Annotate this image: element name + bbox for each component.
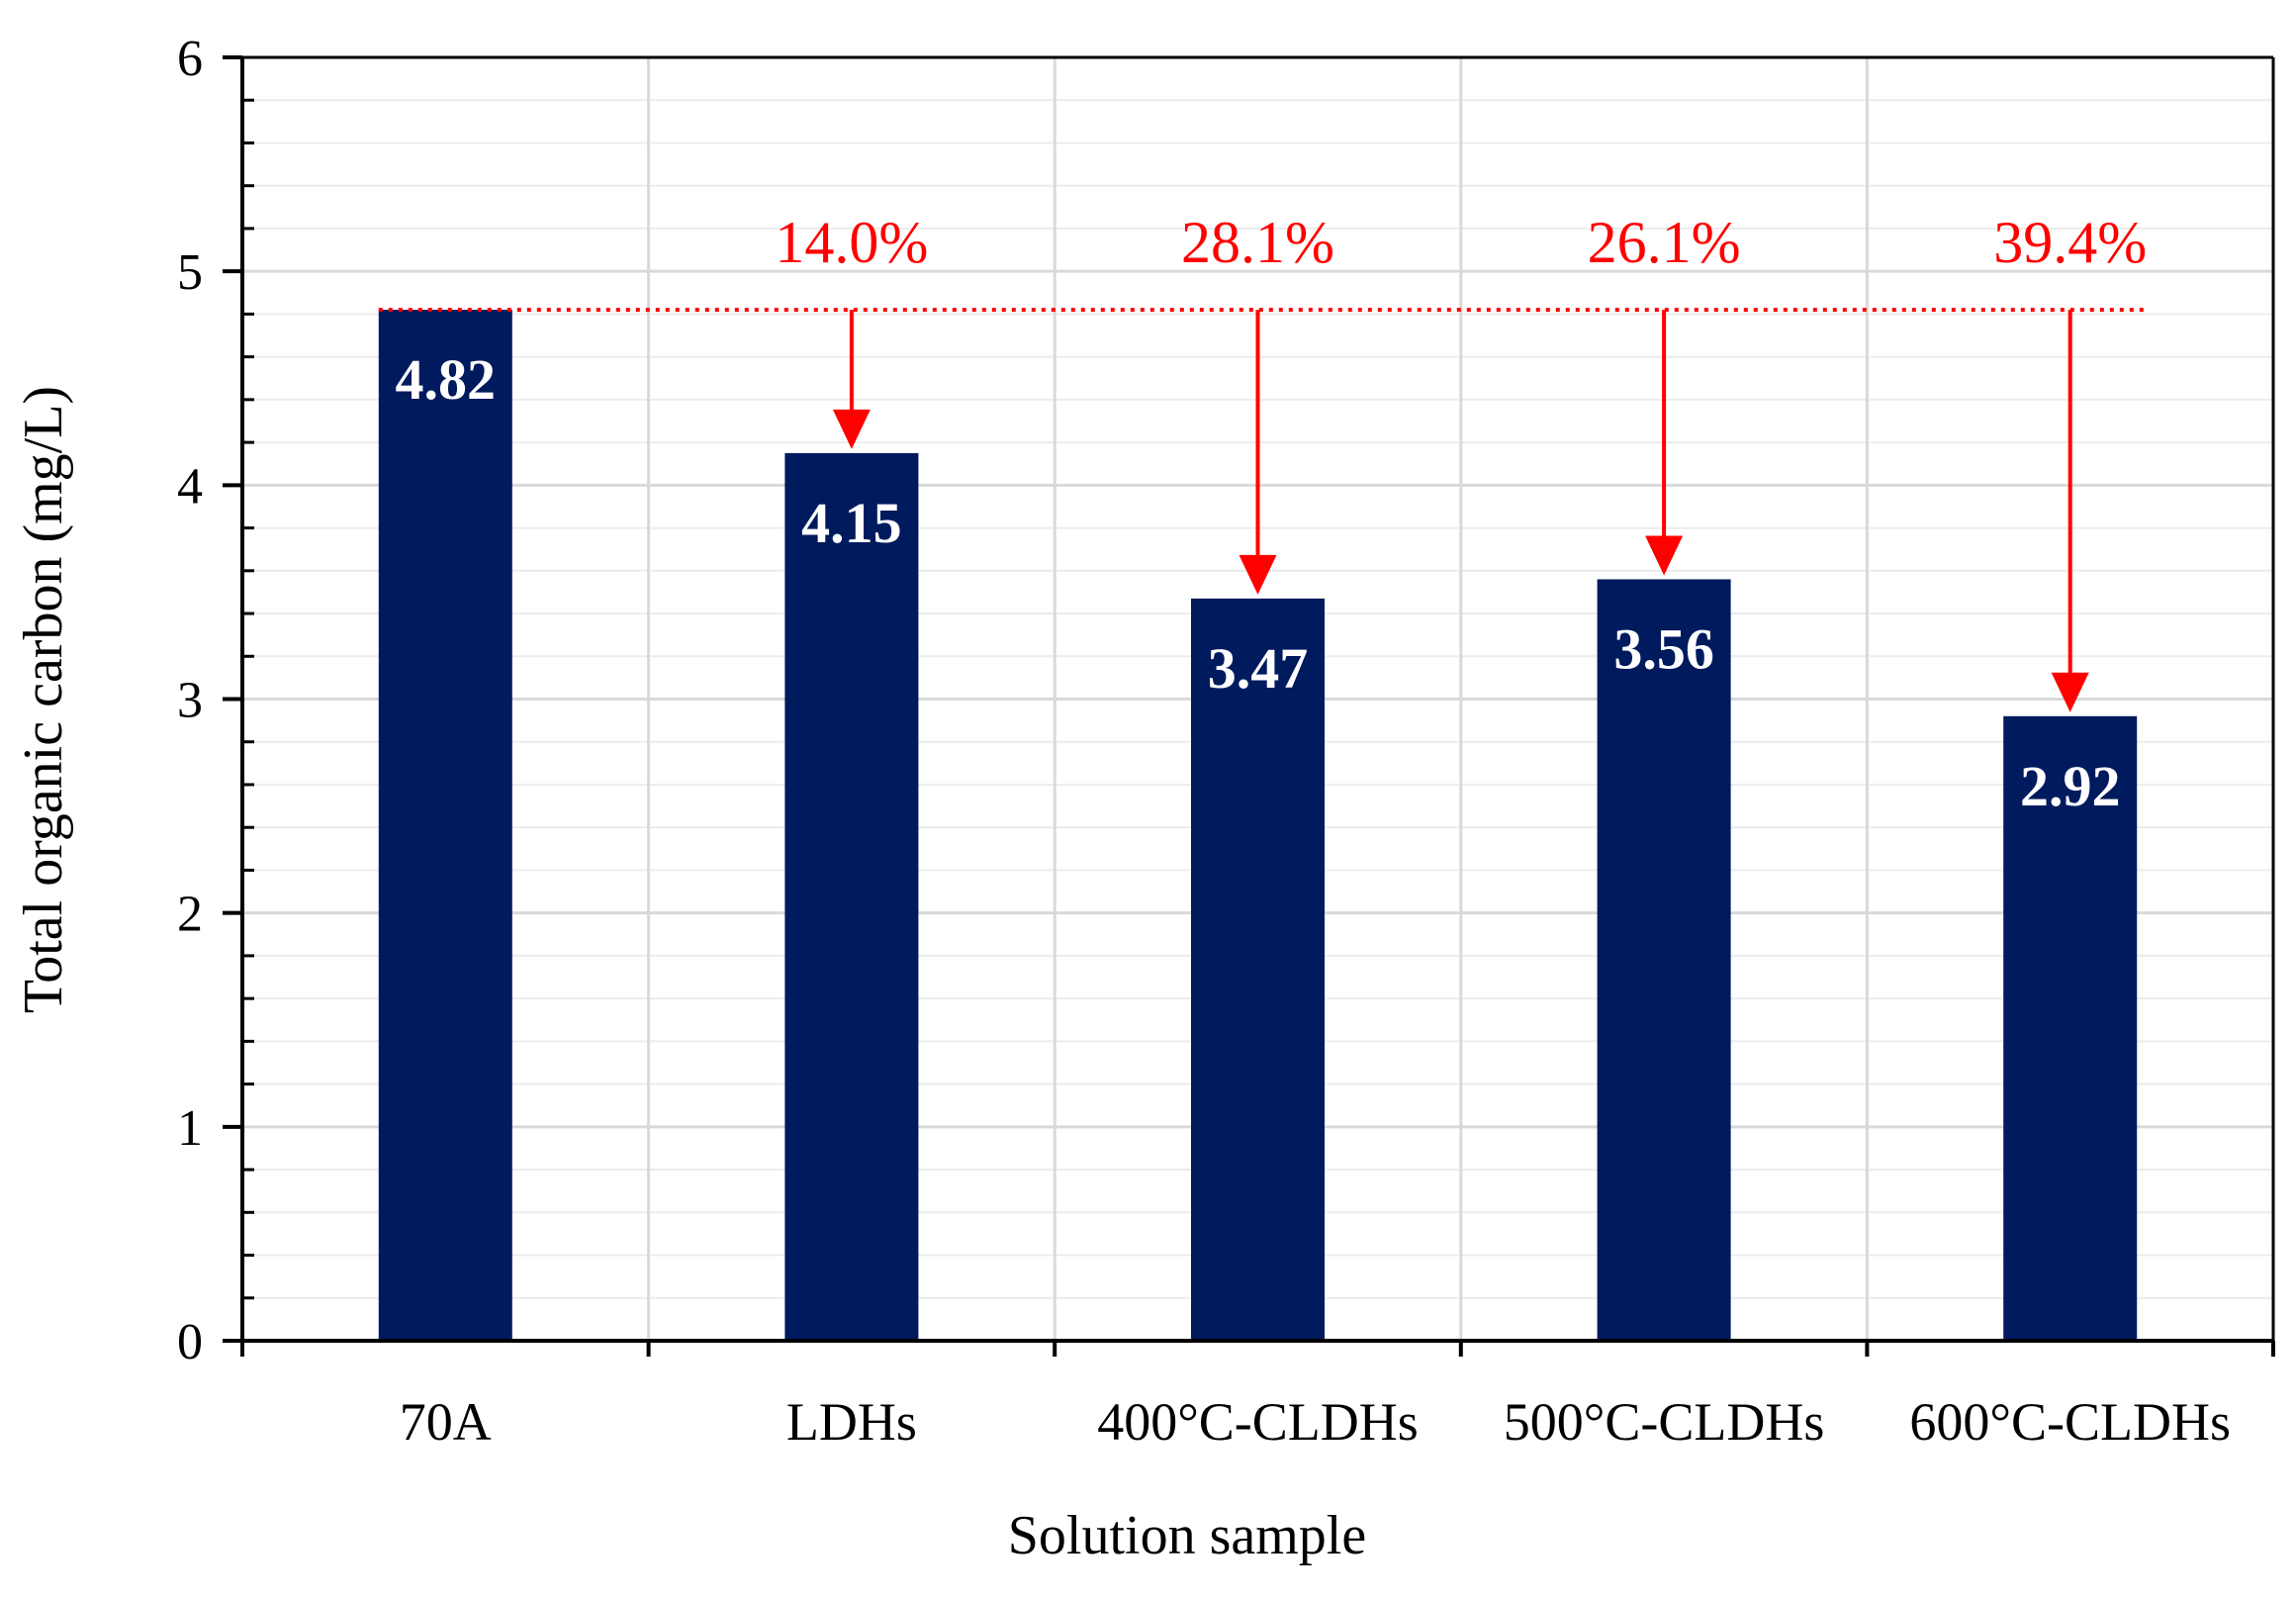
value-label-500-c-cldhs: 3.56 xyxy=(1613,616,1714,681)
bar-ldhs xyxy=(784,452,919,1341)
reduction-label-ldhs: 14.0% xyxy=(775,210,928,275)
reduction-annotations: 14.0% 28.1% 26.1% 39.4% xyxy=(378,210,2148,712)
value-label-70a: 4.82 xyxy=(396,347,497,412)
y-tick-label-2: 2 xyxy=(177,887,203,943)
reduction-arrowhead-500-c-cldhs xyxy=(1645,535,1684,576)
y-tick-label-5: 5 xyxy=(177,244,203,301)
x-tick-label-600-c-cldhs: 600°C-CLDHs xyxy=(1909,1392,2231,1452)
bar-600-c-cldhs xyxy=(2003,715,2138,1341)
reduction-arrowhead-ldhs xyxy=(832,409,871,449)
reduction-label-500-c-cldhs: 26.1% xyxy=(1588,210,1741,275)
reduction-label-400-c-cldhs: 28.1% xyxy=(1181,210,1334,275)
value-label-ldhs: 4.15 xyxy=(801,491,902,555)
y-tick-label-6: 6 xyxy=(177,31,203,87)
y-tick-label-4: 4 xyxy=(177,458,203,515)
x-axis-title: Solution sample xyxy=(1008,1505,1366,1566)
x-tick-label-ldhs: LDHs xyxy=(786,1392,917,1452)
y-tick-label-0: 0 xyxy=(177,1314,203,1370)
bars: 4.82 4.15 3.47 3.56 2.92 xyxy=(378,310,2138,1341)
reduction-label-600-c-cldhs: 39.4% xyxy=(1993,210,2147,275)
y-tick-label-3: 3 xyxy=(177,673,203,729)
bar-400-c-cldhs xyxy=(1191,598,1325,1341)
x-tick-label-70a: 70A xyxy=(400,1392,492,1452)
x-tick-label-400-c-cldhs: 400°C-CLDHs xyxy=(1097,1392,1419,1452)
value-label-600-c-cldhs: 2.92 xyxy=(2020,754,2121,818)
bar-70a xyxy=(378,310,512,1341)
bar-500-c-cldhs xyxy=(1597,579,1731,1341)
value-label-400-c-cldhs: 3.47 xyxy=(1208,636,1309,701)
axes: 70A LDHs 400°C-CLDHs 500°C-CLDHs 600°C-CLDHs… xyxy=(177,31,2275,1452)
reduction-arrowhead-600-c-cldhs xyxy=(2051,672,2089,712)
y-axis-title: Total organic carbon (mg/L) xyxy=(13,386,74,1013)
x-tick-label-500-c-cldhs: 500°C-CLDHs xyxy=(1504,1392,1825,1452)
y-tick-label-1: 1 xyxy=(177,1100,203,1157)
reduction-arrowhead-400-c-cldhs xyxy=(1239,554,1277,595)
